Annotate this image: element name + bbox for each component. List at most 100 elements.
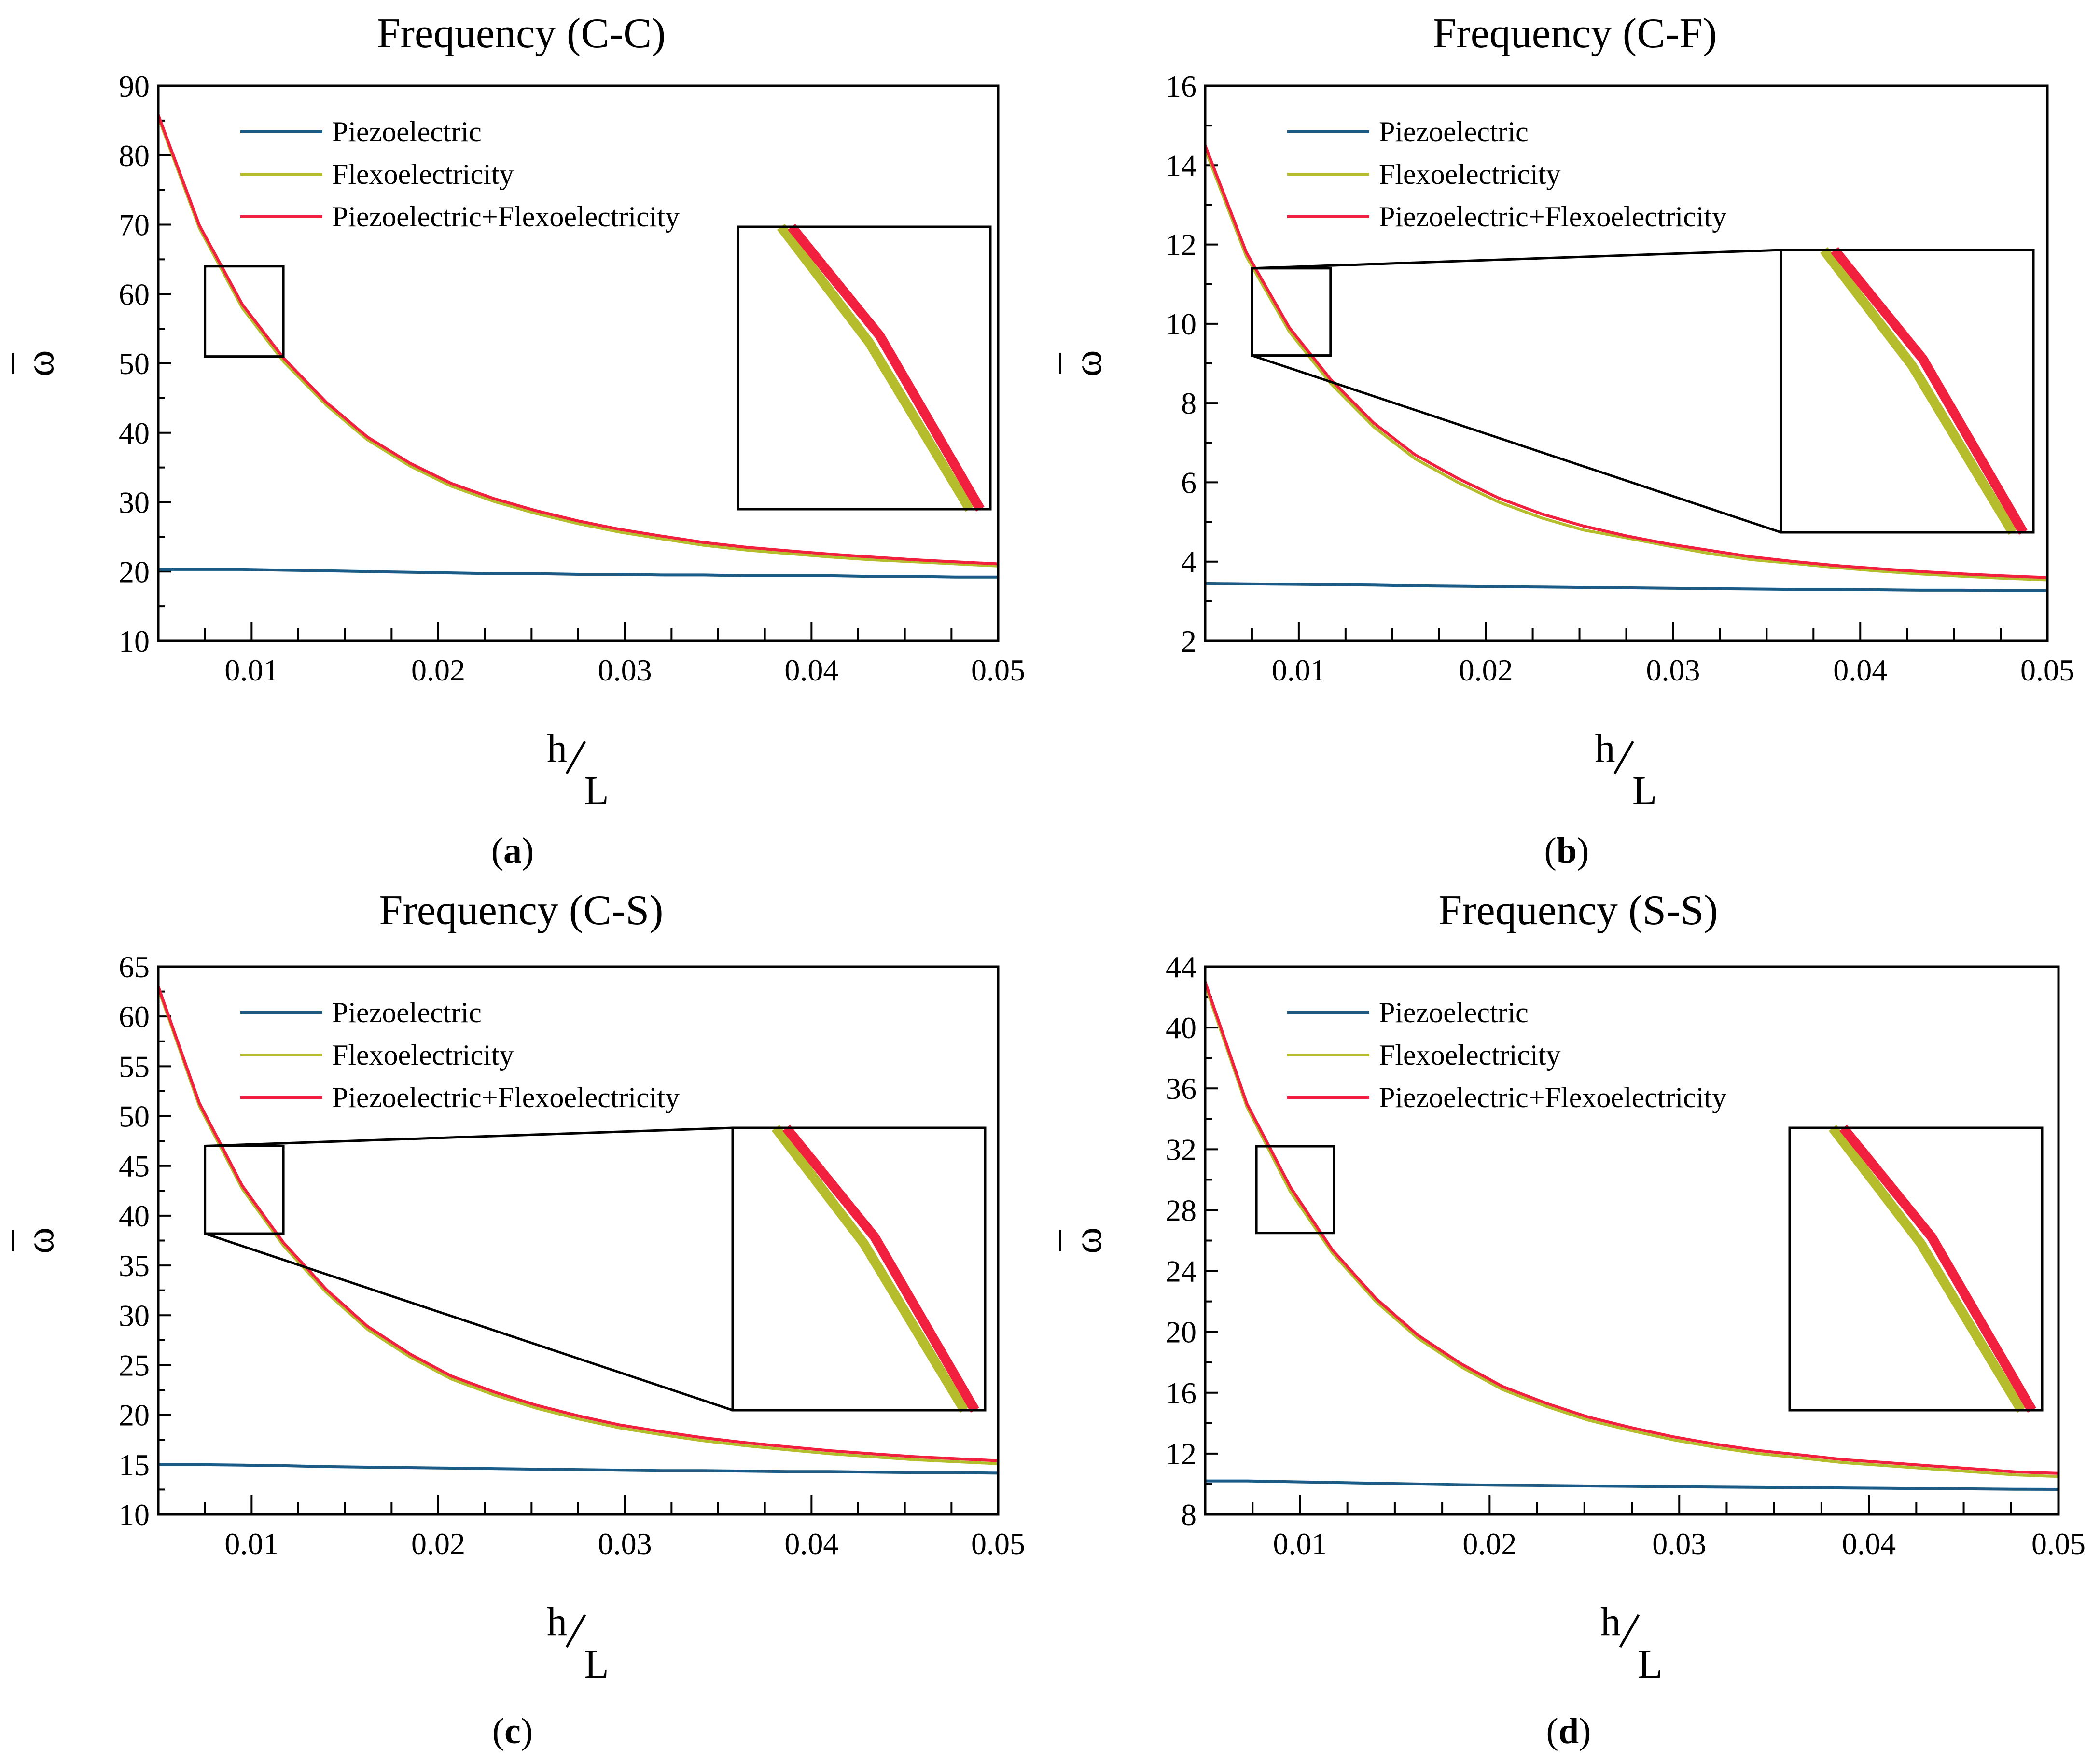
y-tick-label: 10 <box>119 624 150 658</box>
caption-paren-open: ( <box>1544 831 1557 871</box>
y-tick-label: 60 <box>119 277 150 311</box>
y-tick-label: 8 <box>1181 386 1196 420</box>
y-tick-label: 40 <box>119 1199 150 1233</box>
y-tick-label: 16 <box>1166 1376 1196 1410</box>
x-tick-label: 0.05 <box>2031 1527 2086 1561</box>
x-tick-label: 0.04 <box>1842 1527 1896 1561</box>
y-axis-label: ω <box>1065 1227 1110 1254</box>
x-tick-label: 0.01 <box>1272 653 1326 687</box>
x-tick-label: 0.01 <box>224 653 278 687</box>
inset-combined-line <box>1839 1124 2036 1413</box>
x-axis-label-h: h <box>1595 726 1615 771</box>
y-tick-label: 15 <box>119 1448 150 1482</box>
y-tick-label: 65 <box>119 950 150 984</box>
series-line-flexoelectricity <box>1205 149 2047 582</box>
caption-paren-open: ( <box>491 831 503 871</box>
caption-paren-close: ) <box>1579 1711 1591 1751</box>
panel-caption: (c) <box>492 1711 533 1751</box>
legend-label: Piezoelectric <box>1379 116 1529 148</box>
panel-caption: (a) <box>491 831 534 871</box>
series-line-flexoelectricity <box>158 988 998 1465</box>
panel-a: Frequency (C-C) 10 20 30 40 50 60 70 80 90 0.01 0.0… <box>12 10 1025 871</box>
y-tick-label: 50 <box>119 1099 150 1134</box>
panel-b: Frequency (C-F) 2 4 6 8 10 12 14 16 0.01 0.02 0.03 0… <box>1059 10 2074 871</box>
x-tick-label: 0.02 <box>411 1527 465 1561</box>
y-tick-label: 60 <box>119 999 150 1034</box>
series-line-flexoelectricity <box>1205 984 2058 1478</box>
y-tick-label: 40 <box>119 416 150 450</box>
x-axis-label-slash <box>1613 740 1634 775</box>
y-tick-label: 70 <box>119 208 150 242</box>
inset-flexoelectricity-line <box>771 1124 969 1413</box>
y-tick-label: 20 <box>1166 1315 1196 1349</box>
legend-label: Piezoelectric <box>1379 997 1529 1028</box>
x-tick-label: 0.01 <box>224 1527 278 1561</box>
caption-letter: d <box>1558 1711 1579 1751</box>
caption-paren-open: ( <box>1546 1711 1558 1751</box>
series-line-combined <box>1205 145 2047 579</box>
legend-label: Flexoelectricity <box>1379 1039 1561 1071</box>
panel-caption: (d) <box>1546 1711 1591 1751</box>
x-axis-label-l: L <box>584 768 609 813</box>
y-tick-label: 10 <box>1166 307 1196 341</box>
chart-title: Frequency (C-C) <box>377 10 666 57</box>
legend-label: Flexoelectricity <box>332 158 514 190</box>
y-tick-label: 32 <box>1166 1132 1196 1166</box>
x-axis-label-l: L <box>584 1642 609 1687</box>
zoom-inset-border <box>1788 1126 2044 1412</box>
series-line-flexoelectricity <box>158 116 998 568</box>
y-axis-label: ω <box>17 1227 62 1254</box>
x-axis-label-l: L <box>1632 768 1657 813</box>
zoom-region-box <box>1255 1145 1335 1235</box>
legend-label: Flexoelectricity <box>1379 158 1561 190</box>
panel-d: Frequency (S-S) 8 12 16 20 24 28 32 36 40 44 0.01 0.… <box>1059 887 2086 1751</box>
y-tick-label: 44 <box>1166 950 1196 984</box>
x-axis-label-h: h <box>547 726 567 771</box>
x-axis-label-h: h <box>547 1599 567 1644</box>
zoom-connector <box>204 1232 733 1412</box>
series-line-piezoelectric <box>1205 582 2047 592</box>
caption-letter: c <box>504 1711 521 1751</box>
plot-frame <box>157 84 1000 642</box>
y-tick-label: 45 <box>119 1149 150 1183</box>
y-tick-label: 25 <box>119 1348 150 1382</box>
y-axis-label: ω <box>17 350 62 376</box>
inset-flexoelectricity-line <box>777 223 974 512</box>
y-tick-label: 8 <box>1181 1498 1196 1532</box>
x-tick-label: 0.02 <box>1462 1527 1516 1561</box>
y-tick-label: 30 <box>119 1298 150 1333</box>
series-line-piezoelectric <box>1205 1479 2058 1491</box>
y-tick-label: 16 <box>1166 69 1196 103</box>
panel-caption: (b) <box>1544 831 1589 871</box>
x-axis-label-h: h <box>1600 1599 1621 1644</box>
x-tick-label: 0.04 <box>1833 653 1887 687</box>
x-tick-label: 0.03 <box>598 653 652 687</box>
x-axis-label-slash <box>565 1614 586 1648</box>
x-tick-label: 0.04 <box>784 653 838 687</box>
chart-title: Frequency (S-S) <box>1438 887 1718 934</box>
y-tick-label: 50 <box>119 347 150 381</box>
x-tick-label: 0.05 <box>2020 653 2074 687</box>
zoom-connector <box>1252 354 1781 534</box>
y-tick-label: 90 <box>119 69 150 103</box>
y-tick-label: 80 <box>119 139 150 173</box>
y-tick-label: 10 <box>119 1498 150 1532</box>
zoom-inset-border <box>731 1126 987 1412</box>
y-tick-label: 2 <box>1181 624 1196 658</box>
y-tick-label: 6 <box>1181 465 1196 500</box>
caption-paren-open: ( <box>492 1711 504 1751</box>
x-tick-label: 0.02 <box>411 653 465 687</box>
y-tick-label: 28 <box>1166 1193 1196 1227</box>
inset-flexoelectricity-line <box>1828 1124 2026 1413</box>
inset-combined-line <box>1831 247 2028 535</box>
chart-title: Frequency (C-F) <box>1433 10 1717 57</box>
chart-title: Frequency (C-S) <box>379 887 664 934</box>
zoom-connector <box>1252 249 1781 270</box>
legend-label: Piezoelectric+Flexoelectricity <box>332 1082 680 1113</box>
zoom-inset-border <box>1780 249 2035 534</box>
y-tick-label: 36 <box>1166 1071 1196 1106</box>
zoom-inset-border <box>737 225 992 511</box>
x-tick-label: 0.04 <box>784 1527 838 1561</box>
legend-label: Piezoelectric <box>332 997 482 1028</box>
